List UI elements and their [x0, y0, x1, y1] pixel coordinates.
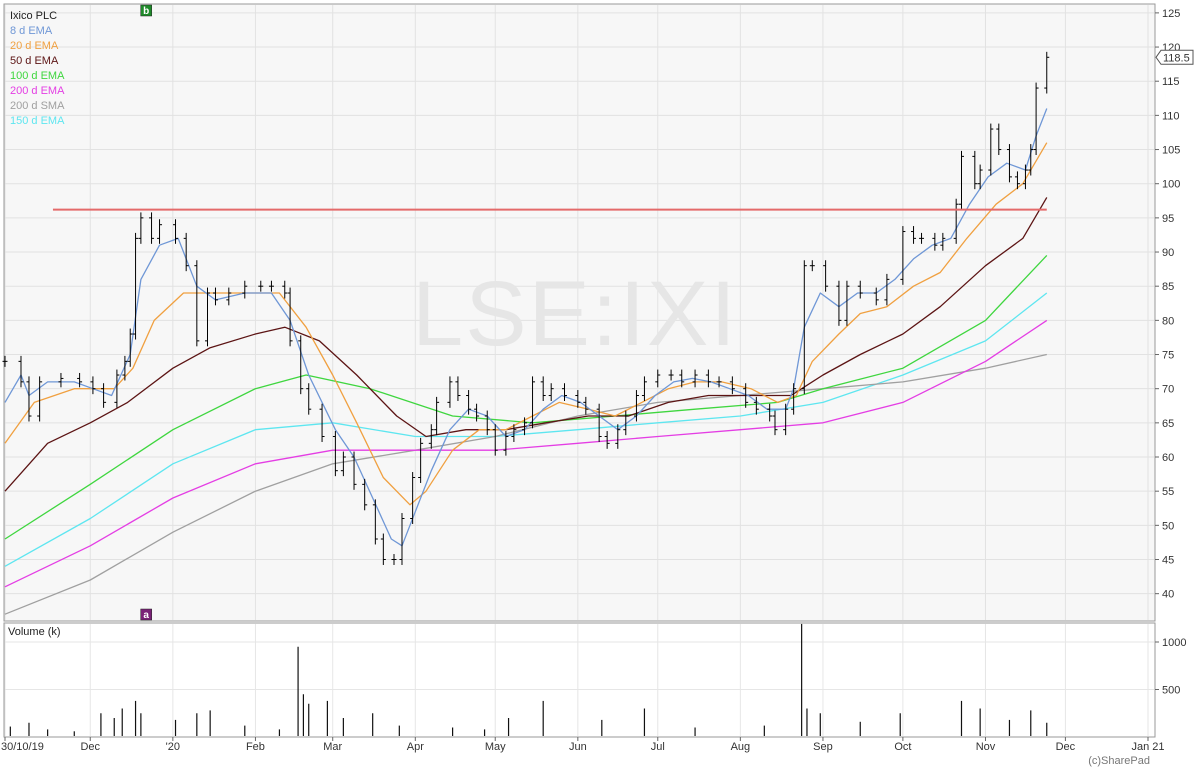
- time-tick-label: May: [485, 741, 506, 753]
- last-price-value: 118.5: [1163, 52, 1190, 64]
- price-tick-label: 90: [1162, 247, 1174, 259]
- volume-tick-label: 1000: [1162, 637, 1186, 649]
- time-tick-label: Oct: [894, 741, 911, 753]
- legend-entry: 20 d EMA: [10, 40, 59, 52]
- price-tick-label: 65: [1162, 418, 1174, 430]
- price-tick-label: 85: [1162, 281, 1174, 293]
- price-tick-label: 115: [1162, 76, 1180, 88]
- legend-entry: Ixico PLC: [10, 10, 57, 22]
- time-tick-label: Jan 21: [1131, 741, 1164, 753]
- time-tick-label: Nov: [976, 741, 996, 753]
- price-panel-frame: [3, 3, 1156, 622]
- price-tick-label: 60: [1162, 452, 1174, 464]
- price-tick-label: 95: [1162, 213, 1174, 225]
- series-line-200-d-sma: [4, 353, 1047, 615]
- volume-panel-frame: [3, 622, 1156, 738]
- series-line-150-d-ema: [4, 292, 1048, 567]
- series-line-200-d-ema: [4, 319, 1048, 588]
- watermark-text: LSE:IXI: [412, 263, 738, 365]
- volume-axis: 500 1000: [1155, 637, 1186, 697]
- price-tick-label: 40: [1162, 589, 1174, 601]
- legend: Ixico PLC 8 d EMA 20 d EMA 50 d EMA 100 d EM…: [10, 10, 65, 127]
- last-price-box: [1155, 49, 1194, 65]
- marker-b-label: b: [143, 6, 149, 17]
- marker-a-label: a: [143, 610, 149, 621]
- price-tick-label: 105: [1162, 145, 1180, 157]
- credit-text: (c)SharePad: [1088, 755, 1150, 767]
- time-tick-label: Jun: [569, 741, 587, 753]
- price-tick-label: 110: [1162, 110, 1180, 122]
- legend-entry: 200 d EMA: [10, 85, 65, 97]
- legend-entry: 200 d SMA: [10, 100, 65, 112]
- legend-entry: 8 d EMA: [10, 25, 53, 37]
- time-tick-label: Aug: [731, 741, 751, 753]
- legend-entry: 100 d EMA: [10, 70, 65, 82]
- event-markers: ba: [140, 4, 152, 621]
- price-tick-label: 100: [1162, 179, 1180, 191]
- legend-entry: 150 d EMA: [10, 115, 65, 127]
- series-line-50-d-ema: [4, 197, 1048, 492]
- price-grid: [4, 5, 1154, 620]
- volume-bars: [9, 623, 1048, 736]
- time-tick-label: Dec: [80, 741, 100, 753]
- legend-entry: 50 d EMA: [10, 55, 59, 67]
- price-tick-label: 75: [1162, 350, 1174, 362]
- time-tick-label: Sep: [813, 741, 833, 753]
- price-tick-label: 125: [1162, 8, 1180, 20]
- price-bars: [2, 51, 1050, 565]
- volume-grid: [4, 624, 1154, 736]
- volume-tick-label: 500: [1162, 685, 1180, 697]
- price-axis: 4045505560657075808590951001051101151201…: [1155, 8, 1180, 601]
- time-tick-label: Mar: [323, 741, 342, 753]
- price-tick-label: 70: [1162, 384, 1174, 396]
- time-tick-label: Apr: [407, 741, 424, 753]
- time-tick-label: Jul: [651, 741, 665, 753]
- time-axis: 30/10/19 Dec '20 Feb Mar Apr May Jun Jul Aug Sep Oc…: [1, 737, 1165, 753]
- time-tick-label: Feb: [246, 741, 265, 753]
- time-tick-label: Dec: [1056, 741, 1076, 753]
- price-tick-label: 55: [1162, 486, 1174, 498]
- series-line-8-d-ema: [4, 108, 1048, 547]
- price-tick-label: 45: [1162, 555, 1174, 567]
- marker-a-box: [140, 608, 152, 621]
- time-tick-label: '20: [166, 741, 180, 753]
- time-tick-label: 30/10/19: [1, 741, 44, 753]
- marker-b-box: [140, 4, 152, 17]
- volume-label: Volume (k): [8, 626, 61, 638]
- last-price-tag: 118.5: [1155, 49, 1194, 65]
- price-tick-label: 50: [1162, 520, 1174, 532]
- moving-average-lines: [4, 108, 1048, 615]
- price-tick-label: 80: [1162, 315, 1174, 327]
